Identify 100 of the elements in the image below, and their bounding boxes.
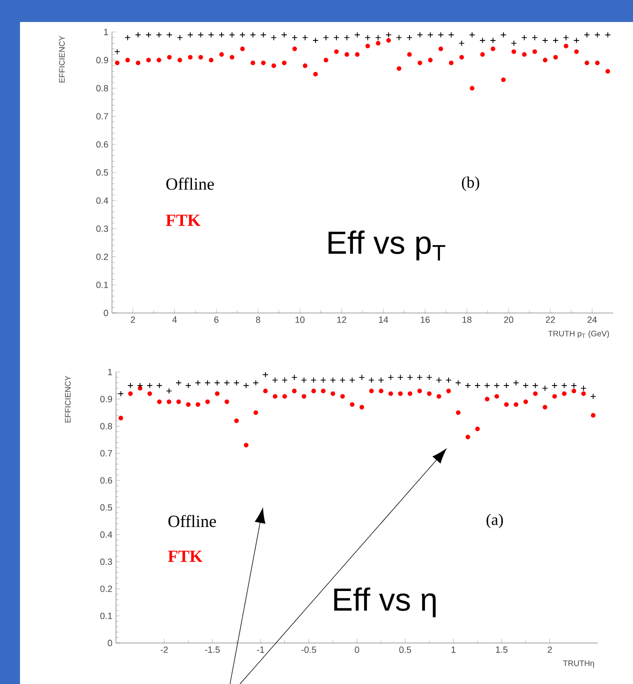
x-tick-label: -1 — [257, 646, 264, 653]
point — [204, 380, 211, 386]
point — [416, 374, 423, 380]
point — [219, 52, 224, 57]
point — [114, 60, 120, 66]
point — [240, 46, 245, 52]
point — [146, 382, 153, 389]
point — [436, 377, 442, 384]
point — [604, 32, 611, 38]
point — [522, 52, 527, 57]
point — [396, 66, 402, 71]
point — [230, 54, 234, 60]
point — [176, 34, 183, 41]
point — [312, 37, 319, 44]
point — [484, 396, 490, 402]
point — [114, 48, 120, 55]
point — [532, 49, 538, 54]
point — [573, 37, 580, 44]
point — [418, 60, 422, 66]
point — [552, 37, 559, 44]
annotation: (a) — [486, 514, 503, 528]
point — [364, 34, 371, 41]
point — [406, 34, 412, 41]
y-axis-title: EFFICIENCY — [64, 376, 71, 422]
point — [156, 58, 162, 62]
point — [521, 34, 528, 41]
point — [563, 34, 570, 41]
point — [260, 32, 266, 38]
point — [522, 382, 529, 389]
y-tick-label: 0.3 — [100, 558, 112, 565]
point — [292, 388, 297, 394]
point — [490, 37, 496, 44]
point — [349, 377, 356, 384]
point — [118, 390, 124, 397]
point — [271, 63, 276, 68]
point — [446, 388, 451, 394]
point — [224, 400, 230, 404]
y-tick-label: 1 — [108, 368, 112, 376]
point — [166, 388, 172, 394]
point — [542, 385, 548, 392]
point — [333, 34, 340, 41]
point — [176, 380, 182, 386]
point — [504, 402, 509, 407]
point — [562, 391, 567, 396]
point — [157, 400, 162, 404]
point — [584, 60, 590, 66]
y-tick-label: 0.2 — [100, 586, 112, 592]
point — [378, 388, 384, 394]
point — [250, 32, 256, 38]
y-tick-label: 0.3 — [96, 226, 108, 232]
point — [480, 37, 486, 44]
point — [340, 394, 345, 399]
point — [369, 388, 374, 394]
point — [188, 54, 193, 60]
y-tick-label: 0.6 — [96, 141, 108, 148]
point — [378, 377, 384, 384]
point — [198, 54, 204, 60]
point — [344, 52, 350, 57]
point — [469, 32, 476, 38]
point — [253, 410, 258, 415]
x-tick-label: 20 — [504, 316, 514, 323]
point — [564, 44, 568, 48]
point — [436, 394, 442, 399]
point — [344, 34, 350, 41]
point — [360, 404, 364, 410]
y-tick-label: 0.4 — [100, 531, 112, 538]
point — [594, 32, 600, 38]
point — [136, 60, 140, 66]
point — [166, 400, 172, 404]
x-tick-label: 24 — [588, 316, 597, 323]
point — [313, 72, 318, 76]
point — [428, 58, 433, 62]
point — [340, 377, 346, 384]
point — [484, 382, 490, 389]
point — [397, 374, 404, 380]
point — [194, 380, 201, 386]
point — [291, 374, 298, 380]
point — [375, 34, 382, 41]
point — [243, 382, 250, 389]
point — [376, 40, 380, 46]
point — [466, 434, 470, 440]
point — [358, 374, 365, 380]
point — [229, 32, 236, 38]
point — [263, 388, 268, 394]
point — [417, 388, 422, 394]
point — [523, 400, 528, 404]
point — [470, 86, 474, 90]
point — [281, 32, 288, 38]
point — [542, 58, 548, 62]
point — [386, 32, 392, 38]
point — [214, 391, 220, 396]
point — [574, 49, 579, 54]
text: FTK — [166, 214, 200, 226]
point — [282, 394, 287, 399]
x-tick-label: 14 — [379, 316, 388, 323]
point — [427, 391, 432, 396]
point — [553, 54, 558, 60]
point — [244, 442, 248, 448]
point — [234, 418, 239, 424]
point — [234, 380, 240, 386]
